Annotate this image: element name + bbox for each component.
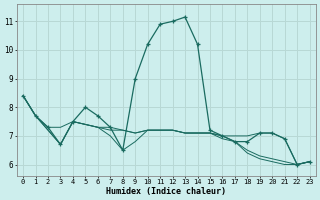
X-axis label: Humidex (Indice chaleur): Humidex (Indice chaleur) [106,187,226,196]
